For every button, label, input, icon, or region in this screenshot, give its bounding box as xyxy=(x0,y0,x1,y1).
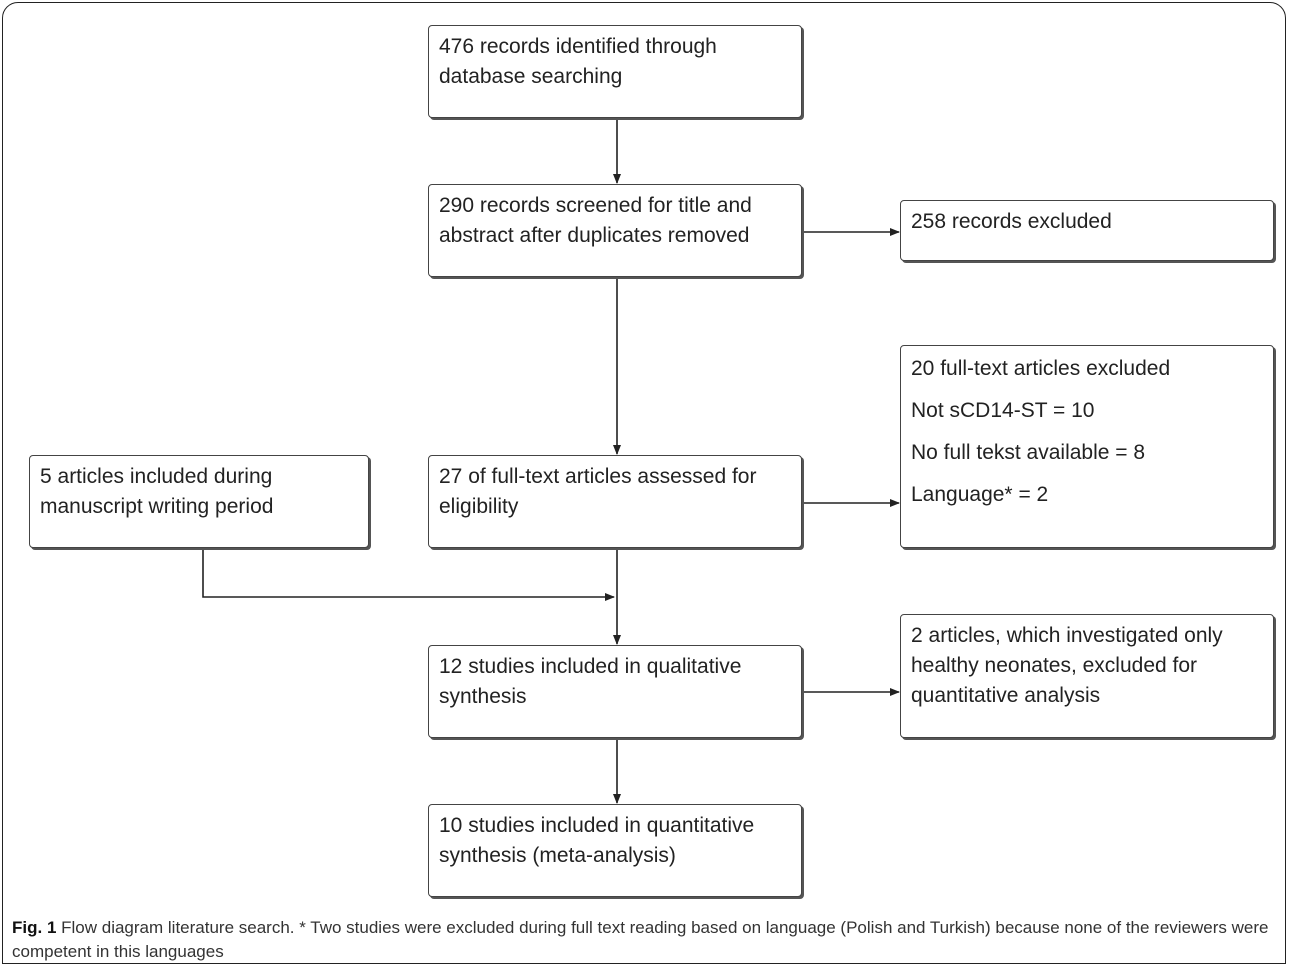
box-text-line: quantitative analysis xyxy=(911,684,1101,707)
box-text-line: 5 articles included during xyxy=(40,465,273,488)
box-records-identified: 476 records identified through database … xyxy=(428,25,802,118)
box-text-line: No full tekst available = 8 xyxy=(911,441,1146,464)
box-text-line: 290 records screened for title and xyxy=(439,194,752,217)
box-text-line: 2 articles, which investigated only xyxy=(911,624,1223,647)
box-text-line: healthy neonates, excluded for xyxy=(911,654,1198,677)
caption-text: Flow diagram literature search. * Two st… xyxy=(12,918,1269,961)
box-text-line: 27 of full-text articles assessed for xyxy=(439,465,757,488)
box-text-line: 20 full-text articles excluded xyxy=(911,357,1171,380)
box-fulltext-assessed: 27 of full-text articles assessed for el… xyxy=(428,455,802,548)
box-text-line: 12 studies included in qualitative xyxy=(439,655,742,678)
box-quantitative-synthesis: 10 studies included in quantitative synt… xyxy=(428,804,802,897)
box-fulltext-excluded: 20 full-text articles excluded Not sCD14… xyxy=(900,345,1274,548)
box-text-line: database searching xyxy=(439,65,623,88)
box-text-line: synthesis (meta-analysis) xyxy=(439,844,676,867)
box-records-screened: 290 records screened for title and abstr… xyxy=(428,184,802,277)
box-articles-added: 5 articles included during manuscript wr… xyxy=(29,455,369,548)
box-text-line: eligibility xyxy=(439,495,519,518)
figure-caption: Fig. 1 Flow diagram literature search. *… xyxy=(12,916,1280,964)
box-text-line: Language* = 2 xyxy=(911,483,1049,506)
box-text-line: 10 studies included in quantitative xyxy=(439,814,755,837)
box-text-line: manuscript writing period xyxy=(40,495,274,518)
box-text-line: Not sCD14-ST = 10 xyxy=(911,399,1095,422)
box-records-excluded: 258 records excluded xyxy=(900,200,1274,261)
figure-label: Fig. 1 xyxy=(12,918,57,937)
box-text-line: abstract after duplicates removed xyxy=(439,224,750,247)
box-excluded-quantitative: 2 articles, which investigated only heal… xyxy=(900,614,1274,738)
arrow-added-to-junction xyxy=(202,548,615,601)
box-qualitative-synthesis: 12 studies included in qualitative synth… xyxy=(428,645,802,738)
box-text-line: synthesis xyxy=(439,685,527,708)
box-text-line: 258 records excluded xyxy=(911,210,1112,233)
box-text-line: 476 records identified through xyxy=(439,35,717,58)
